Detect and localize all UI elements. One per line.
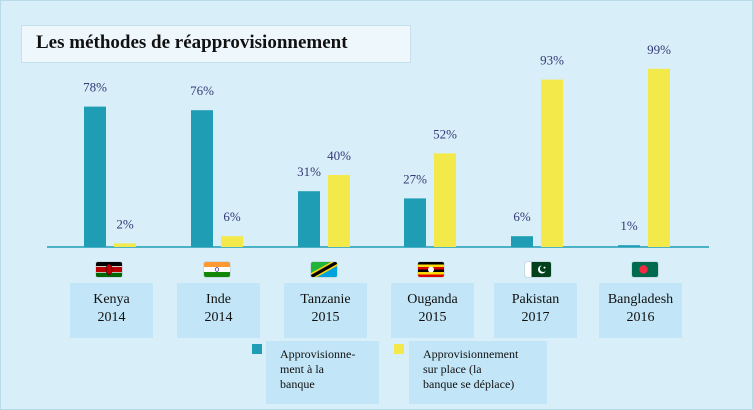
bar-onsite-tanzanie [328, 175, 350, 247]
uganda-flag-icon [418, 262, 444, 277]
country-name: Ouganda [407, 292, 458, 307]
data-label: 40% [327, 148, 351, 163]
legend-onsite-line-2: sur place (la [423, 362, 482, 376]
data-label: 6% [513, 209, 531, 224]
country-name: Tanzanie [300, 292, 351, 307]
legend-bank-line-1: Approvisionne- [280, 347, 356, 361]
country-name: Bangladesh [607, 292, 674, 307]
bar-onsite-bangladesh [648, 68, 670, 247]
data-label: 52% [433, 126, 457, 141]
data-label: 31% [297, 164, 321, 179]
legend-entry-bank: Approvisionne- ment à la banque [266, 341, 379, 404]
bar-onsite-pakistan [541, 79, 563, 247]
country-name: Pakistan [511, 292, 560, 307]
data-label: 76% [190, 83, 214, 98]
kenya-flag-icon [96, 262, 122, 277]
country-label-box: Ouganda 2015 [391, 283, 474, 338]
country-label-box: Inde 2014 [177, 283, 260, 338]
pakistan-flag-icon [525, 262, 551, 277]
data-label: 2% [116, 216, 134, 231]
data-label: 27% [403, 171, 427, 186]
country-label-box: Tanzanie 2015 [284, 283, 367, 338]
country-label-box: Pakistan 2017 [494, 283, 577, 338]
survey-year: 2016 [626, 310, 655, 325]
bar-bank-kenya [84, 106, 106, 247]
india-flag-icon [204, 262, 230, 277]
bar-onsite-kenya [114, 243, 136, 247]
legend-bank-line-3: banque [280, 377, 315, 391]
country-name: Inde [206, 292, 231, 307]
survey-year: 2015 [311, 310, 340, 325]
bangladesh-flag-icon [632, 262, 658, 277]
data-label: 6% [223, 209, 241, 224]
survey-year: 2015 [418, 310, 447, 325]
bar-bank-inde [191, 110, 213, 247]
legend-onsite-line-3: banque se déplace) [423, 377, 515, 391]
bar-onsite-ouganda [434, 153, 456, 247]
bar-chart: 78% 2% 76% 6% 31% 40% 27% 52% 6% 93% 1% 99% [47, 42, 709, 248]
bar-bank-bangladesh [618, 245, 640, 247]
legend-swatch-onsite [394, 344, 404, 354]
survey-year: 2014 [204, 310, 233, 325]
legend-swatch-bank [252, 344, 262, 354]
tanzania-flag-icon [311, 262, 337, 277]
country-name: Kenya [93, 292, 130, 307]
country-label-box: Kenya 2014 [70, 283, 153, 338]
country-label-box: Bangladesh 2016 [599, 283, 682, 338]
bar-bank-tanzanie [298, 191, 320, 247]
chart-title: Les méthodes de réapprovisionnement [36, 32, 348, 53]
data-label: 99% [647, 42, 671, 57]
survey-year: 2017 [521, 310, 550, 325]
legend-bank-line-2: ment à la [280, 362, 324, 376]
bar-bank-pakistan [511, 236, 533, 247]
legend-onsite-line-1: Approvisionnement [423, 347, 519, 361]
data-label: 93% [540, 53, 564, 68]
data-label: 1% [620, 218, 638, 233]
bar-bank-ouganda [404, 198, 426, 247]
data-label: 78% [83, 80, 107, 95]
legend-entry-onsite: Approvisionnement sur place (la banque s… [409, 341, 547, 404]
title-box: Les méthodes de réapprovisionnement [21, 25, 411, 63]
survey-year: 2014 [97, 310, 126, 325]
bar-onsite-inde [221, 236, 243, 247]
